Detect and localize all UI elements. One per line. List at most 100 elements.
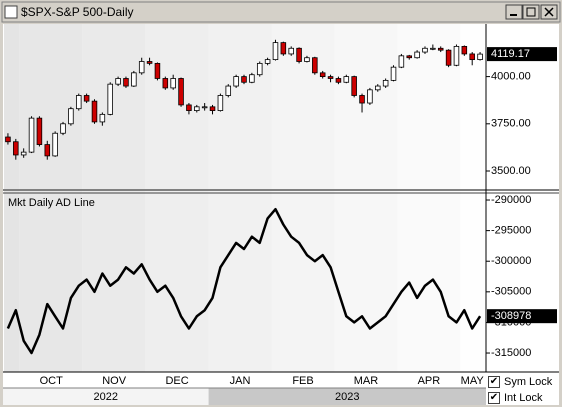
x-tick-label: MAR — [354, 375, 379, 387]
candle-body — [280, 42, 287, 55]
candle-body — [170, 78, 176, 89]
candle-body — [36, 117, 43, 145]
candle-body — [68, 108, 74, 125]
candle-body — [44, 144, 51, 157]
x-tick-label: APR — [418, 375, 441, 387]
month-band — [397, 24, 461, 372]
last-ad-box — [487, 309, 557, 324]
candle-body — [154, 62, 161, 79]
candle-body — [201, 106, 208, 109]
checkbox-label: Sym Lock — [504, 375, 553, 388]
candle-body — [453, 45, 460, 66]
checkbox-box[interactable]: ✔ — [488, 375, 500, 388]
candle-body — [186, 104, 192, 111]
candle-body — [115, 78, 121, 85]
y-tick-label: 3500.00 — [491, 165, 531, 177]
candle-body — [390, 66, 397, 81]
year-band — [208, 388, 487, 405]
year-label: 2022 — [94, 391, 118, 403]
candle-body — [406, 55, 413, 59]
candle-body — [91, 100, 98, 123]
y2-tick-label: -290000 — [491, 194, 531, 206]
candle-body — [83, 95, 90, 102]
month-bands — [4, 24, 484, 372]
candle-body — [430, 47, 436, 50]
y2-tick-label: -315000 — [491, 347, 531, 359]
window-icon — [4, 5, 18, 19]
x-tick-label: JAN — [230, 375, 251, 387]
candle-body — [296, 47, 302, 62]
last-ad-label: -308978 — [491, 310, 531, 322]
minimize-button[interactable] — [505, 4, 523, 20]
month-band — [4, 24, 20, 372]
candle-body — [5, 136, 11, 143]
candle-body — [52, 132, 58, 157]
candle-body — [225, 85, 232, 96]
candle-body — [288, 47, 294, 55]
close-icon — [544, 7, 554, 17]
candle-body — [351, 76, 357, 96]
candle-body — [28, 117, 35, 153]
month-band — [208, 24, 272, 372]
candle-body — [138, 61, 145, 74]
month-band — [334, 24, 398, 372]
checkbox[interactable]: ✔ Sym Lock — [488, 374, 552, 389]
candle-body — [335, 78, 342, 83]
candle-body — [178, 78, 184, 106]
candle-body — [209, 106, 216, 111]
candle-body — [422, 47, 428, 53]
candle-body — [398, 55, 405, 68]
candle-body — [437, 47, 444, 51]
x-tick-label: MAY — [461, 375, 485, 387]
candle-body — [264, 59, 271, 64]
candle-body — [312, 57, 318, 74]
candle-body — [304, 57, 310, 62]
maximize-icon — [526, 7, 536, 17]
last-value-label: 4119.17 — [491, 48, 530, 60]
candle-body — [272, 42, 279, 61]
candle-body — [123, 78, 129, 87]
candle-body — [343, 76, 350, 83]
lower-panel-title: Mkt Daily AD Line — [8, 197, 95, 209]
candle-body — [256, 62, 263, 76]
candle-body — [146, 61, 153, 64]
candle-body — [60, 123, 66, 134]
candle-body — [233, 76, 239, 87]
y2-tick-label: -295000 — [491, 225, 531, 237]
candle-body — [162, 78, 169, 89]
candle-body — [249, 74, 255, 83]
ad-line — [6, 207, 482, 355]
candle-body — [13, 141, 19, 156]
month-band — [19, 24, 83, 372]
window-title: $SPX-S&P 500-Daily — [21, 5, 134, 19]
candle-body — [375, 85, 381, 91]
year-band — [3, 388, 209, 405]
candle-body — [217, 95, 224, 111]
candle-body — [75, 95, 82, 110]
candle-body — [382, 79, 389, 87]
x-tick-label: NOV — [102, 375, 127, 387]
candle-body — [469, 53, 475, 61]
checkbox-label: Int Lock — [504, 391, 543, 404]
candle-body — [131, 72, 137, 87]
year-label: 2023 — [335, 391, 359, 403]
candle-body — [445, 49, 452, 66]
checkbox[interactable]: ✔ Int Lock — [488, 390, 543, 405]
x-tick-label: FEB — [292, 375, 313, 387]
checkbox-box[interactable]: ✔ — [488, 391, 500, 404]
candle-body — [20, 151, 27, 156]
candle-body — [359, 95, 365, 104]
candle-body — [194, 106, 200, 111]
candle-body — [241, 76, 247, 83]
title-bar — [1, 1, 561, 23]
month-band — [271, 24, 335, 372]
last-value-box — [487, 47, 557, 62]
window-buttons[interactable] — [505, 4, 558, 20]
y-tick-label: 4000.00 — [491, 71, 531, 83]
candle-body — [477, 53, 483, 61]
month-band — [460, 24, 484, 372]
maximize-button[interactable] — [522, 4, 540, 20]
candle-body — [99, 113, 106, 123]
y2-tick-label: -305000 — [491, 286, 531, 298]
